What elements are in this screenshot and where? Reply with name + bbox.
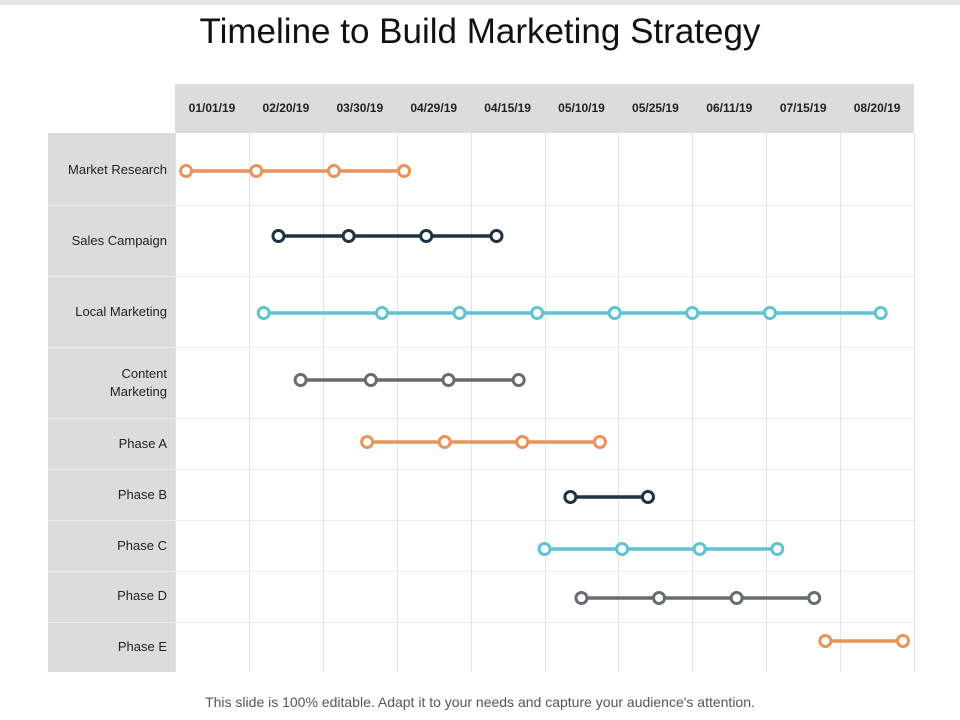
grid-column-line — [471, 133, 472, 672]
grid-row-line — [48, 276, 914, 277]
milestone-dot — [515, 435, 530, 449]
row-label-column — [48, 133, 175, 672]
milestone-dot — [770, 542, 785, 556]
date-label: 04/15/19 — [484, 101, 531, 115]
milestone-dot — [326, 164, 341, 178]
timeline-track — [537, 542, 785, 556]
row-label: Phase E — [117, 639, 167, 654]
grid-column-line — [840, 133, 841, 672]
grid-row-line — [48, 520, 914, 521]
milestone-dot — [563, 490, 578, 504]
milestone-dot — [179, 164, 194, 178]
date-label: 03/30/19 — [336, 101, 384, 115]
date-label: 05/10/19 — [558, 101, 605, 115]
row-label: Local Marketing — [75, 304, 167, 319]
milestone-dot — [437, 435, 452, 449]
grid-column-line — [323, 133, 324, 672]
timeline-track — [271, 229, 504, 243]
milestone-dot — [397, 164, 412, 178]
milestone-dot — [895, 634, 910, 648]
milestone-dot — [640, 490, 655, 504]
date-label: 07/15/19 — [779, 101, 827, 115]
grid-row-line — [48, 622, 914, 623]
date-label: 05/25/19 — [632, 101, 679, 115]
milestone-dot — [271, 229, 286, 243]
grid-column-line — [249, 133, 250, 672]
milestone-dot — [873, 306, 888, 320]
row-label: Phase C — [117, 538, 167, 553]
row-label: Market Research — [68, 162, 167, 177]
grid-column-line — [175, 133, 176, 672]
milestone-dot — [530, 306, 545, 320]
date-header-bar — [175, 84, 914, 133]
timeline-track — [818, 634, 910, 648]
milestone-dot — [341, 229, 356, 243]
row-label: Content Marketing — [109, 366, 167, 399]
milestone-dot — [729, 591, 744, 605]
milestone-dot — [374, 306, 389, 320]
grid-row-line — [48, 469, 914, 470]
milestone-dot — [574, 591, 589, 605]
milestone-dot — [652, 591, 667, 605]
timeline-track — [574, 591, 822, 605]
date-label: 01/01/19 — [188, 101, 236, 115]
milestone-dot — [363, 373, 378, 387]
milestone-dot — [807, 591, 822, 605]
date-label: 06/11/19 — [706, 101, 753, 115]
row-label: Phase A — [118, 436, 167, 451]
date-label: 04/29/19 — [410, 101, 458, 115]
milestone-dot — [293, 373, 308, 387]
milestone-dot — [685, 306, 700, 320]
grid-column-line — [397, 133, 398, 672]
milestone-dot — [419, 229, 434, 243]
grid-row-line — [48, 347, 914, 348]
grid-column-line — [618, 133, 619, 672]
row-label: Sales Campaign — [71, 233, 167, 248]
timeline-track — [563, 490, 655, 504]
milestone-dot — [692, 542, 707, 556]
timeline-track — [360, 435, 607, 449]
milestone-dot — [249, 164, 264, 178]
milestone-dot — [607, 306, 622, 320]
milestone-dot — [441, 373, 456, 387]
timeline-track — [293, 373, 526, 387]
row-label: Phase B — [117, 487, 167, 502]
timeline-track — [256, 306, 888, 320]
milestone-dot — [537, 542, 552, 556]
milestone-dot — [762, 306, 777, 320]
date-label: 02/20/19 — [262, 101, 310, 115]
milestone-dot — [256, 306, 271, 320]
milestone-dot — [818, 634, 833, 648]
grid-row-line — [48, 205, 914, 206]
milestone-dot — [360, 435, 375, 449]
grid-column-line — [914, 133, 915, 672]
milestone-dot — [615, 542, 630, 556]
grid-row-line — [48, 418, 914, 419]
slide-footer: This slide is 100% editable. Adapt it to… — [205, 694, 755, 710]
row-label: Phase D — [117, 588, 167, 603]
milestone-dot — [452, 306, 467, 320]
grid-row-line — [48, 571, 914, 572]
grid-column-line — [766, 133, 767, 672]
date-label: 08/20/19 — [853, 101, 901, 115]
milestone-dot — [511, 373, 526, 387]
top-strip — [0, 0, 960, 5]
slide-title: Timeline to Build Marketing Strategy — [199, 12, 761, 51]
milestone-dot — [592, 435, 607, 449]
grid-column-line — [692, 133, 693, 672]
grid-column-line — [545, 133, 546, 672]
milestone-dot — [489, 229, 504, 243]
timeline-track — [179, 164, 412, 178]
